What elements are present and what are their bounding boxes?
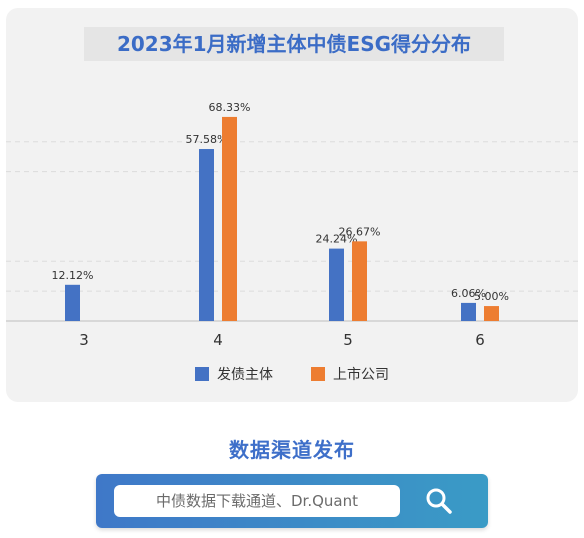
data-label-listed-4: 68.33% — [209, 101, 251, 114]
x-tick-label-5: 5 — [343, 331, 353, 349]
data-label-issuer-3: 12.12% — [52, 269, 94, 282]
chart-legend: 发债主体 上市公司 — [0, 364, 584, 384]
x-tick-label-4: 4 — [213, 331, 223, 349]
data-label-listed-5: 26.67% — [339, 225, 381, 238]
legend-label-issuer: 发债主体 — [217, 367, 273, 383]
x-tick-label-6: 6 — [475, 331, 485, 349]
legend-item-listed: 上市公司 — [311, 364, 389, 384]
search-bar[interactable]: 中债数据下载通道、Dr.Quant — [96, 474, 488, 528]
data-label-issuer-5: 24.24% — [316, 233, 358, 246]
legend-swatch-issuer — [195, 367, 209, 381]
bar-listed-5 — [352, 241, 367, 321]
bar-issuer-5 — [329, 248, 344, 321]
legend-label-listed: 上市公司 — [333, 367, 389, 383]
bar-issuer-6 — [461, 302, 476, 321]
bar-listed-6 — [484, 306, 499, 321]
legend-swatch-listed — [311, 367, 325, 381]
x-tick-label-3: 3 — [79, 331, 89, 349]
bar-listed-4 — [222, 116, 237, 321]
chart-title: 2023年1月新增主体中债ESG得分分布 — [84, 27, 504, 61]
data-label-listed-6: 5.00% — [474, 290, 509, 303]
search-input[interactable]: 中债数据下载通道、Dr.Quant — [114, 485, 400, 517]
data-label-issuer-6: 6.06% — [451, 287, 486, 300]
data-label-issuer-4: 57.58% — [186, 133, 228, 146]
bar-issuer-3 — [65, 284, 80, 321]
bar-issuer-4 — [199, 149, 214, 321]
chart-card — [6, 8, 578, 402]
legend-item-issuer: 发债主体 — [195, 364, 273, 384]
search-icon[interactable] — [424, 486, 454, 516]
channel-title: 数据渠道发布 — [229, 438, 355, 462]
bar-chart: 3 12.12% 4 57.58% 68.33% 5 24.24%26.67% 6 6.06%5… — [6, 101, 578, 349]
